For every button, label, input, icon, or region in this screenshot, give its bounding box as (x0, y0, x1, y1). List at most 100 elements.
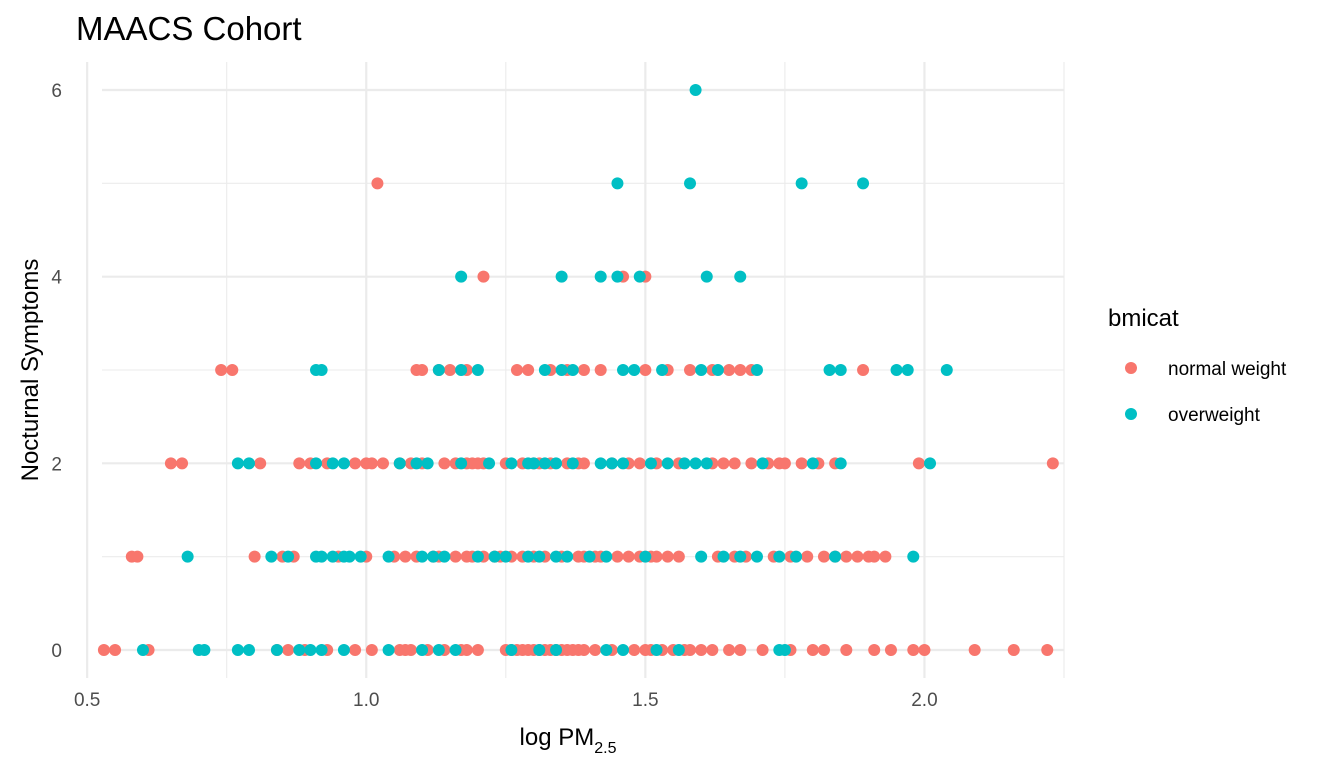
data-point (689, 84, 702, 96)
data-point (817, 644, 830, 656)
y-tick-label: 6 (51, 81, 62, 102)
data-point (884, 644, 897, 656)
data-point (550, 457, 563, 470)
data-point (404, 644, 417, 656)
data-point (131, 550, 144, 563)
data-point (617, 644, 630, 656)
data-point (706, 644, 719, 656)
data-point (689, 457, 702, 470)
data-point (605, 457, 618, 470)
data-point (868, 644, 881, 656)
data-point (136, 644, 149, 656)
x-axis-title-main: log PM (520, 724, 595, 751)
data-point (315, 364, 328, 376)
data-point (672, 644, 685, 656)
data-point (829, 550, 842, 563)
data-point (650, 644, 663, 656)
data-point (723, 364, 736, 376)
data-point (684, 364, 697, 376)
data-point (628, 644, 641, 656)
data-point (349, 644, 362, 656)
data-point (717, 550, 730, 563)
data-point (293, 644, 306, 656)
data-point (243, 457, 256, 470)
data-point (555, 270, 568, 283)
data-point (293, 457, 306, 470)
data-point (750, 550, 763, 563)
data-point (449, 550, 462, 563)
y-tick-label: 0 (51, 641, 62, 662)
data-point (678, 457, 691, 470)
data-point (600, 644, 613, 656)
data-point (907, 644, 920, 656)
data-point (533, 550, 546, 563)
data-point (231, 644, 244, 656)
data-point (968, 644, 981, 656)
data-point (354, 550, 367, 563)
data-point (432, 644, 445, 656)
data-point (617, 457, 630, 470)
data-point (304, 644, 317, 656)
data-point (533, 644, 546, 656)
x-axis-title-subscript: 2.5 (594, 740, 616, 757)
data-point (589, 644, 602, 656)
data-point (315, 550, 328, 563)
data-point (617, 364, 630, 376)
data-point (265, 550, 278, 563)
data-point (918, 644, 931, 656)
data-point (248, 550, 261, 563)
data-point (505, 644, 518, 656)
data-point (421, 457, 434, 470)
data-point (711, 364, 724, 376)
x-axis-title: log PM2.5 (520, 724, 617, 757)
data-point (561, 550, 574, 563)
data-point (427, 550, 440, 563)
data-point (695, 644, 708, 656)
y-axis-ticks: 0 2 4 6 (51, 81, 62, 662)
data-point (449, 644, 462, 656)
data-point (243, 644, 256, 656)
data-point (399, 550, 412, 563)
data-point (756, 644, 769, 656)
data-point (471, 644, 484, 656)
data-point (857, 364, 870, 376)
data-point (801, 550, 814, 563)
data-point (1007, 644, 1020, 656)
data-point (611, 550, 624, 563)
data-point (834, 457, 847, 470)
data-point (890, 364, 903, 376)
data-point (806, 644, 819, 656)
data-point (684, 177, 697, 190)
x-tick-label: 2.0 (911, 690, 937, 711)
data-point (270, 644, 283, 656)
data-point (728, 457, 741, 470)
data-point (656, 364, 669, 376)
data-point (628, 364, 641, 376)
chart-title: MAACS Cohort (76, 10, 302, 47)
data-point (97, 644, 110, 656)
data-point (438, 550, 451, 563)
data-point (455, 457, 468, 470)
data-point (282, 550, 295, 563)
data-point (365, 644, 378, 656)
data-point (566, 364, 579, 376)
data-point (198, 644, 211, 656)
x-tick-label: 1.0 (353, 690, 379, 711)
data-point (522, 364, 535, 376)
x-axis-ticks: 0.5 1.0 1.5 2.0 (74, 690, 938, 711)
data-point (527, 457, 540, 470)
data-point (734, 644, 747, 656)
data-point (907, 550, 920, 563)
data-point (577, 644, 590, 656)
data-point (438, 457, 451, 470)
data-point (912, 457, 925, 470)
x-tick-label: 0.5 (74, 690, 100, 711)
y-tick-label: 2 (51, 454, 62, 475)
data-point (109, 644, 122, 656)
data-point (851, 550, 864, 563)
data-point (326, 457, 339, 470)
data-point (734, 270, 747, 283)
data-point (750, 364, 763, 376)
x-tick-label: 1.5 (632, 690, 658, 711)
